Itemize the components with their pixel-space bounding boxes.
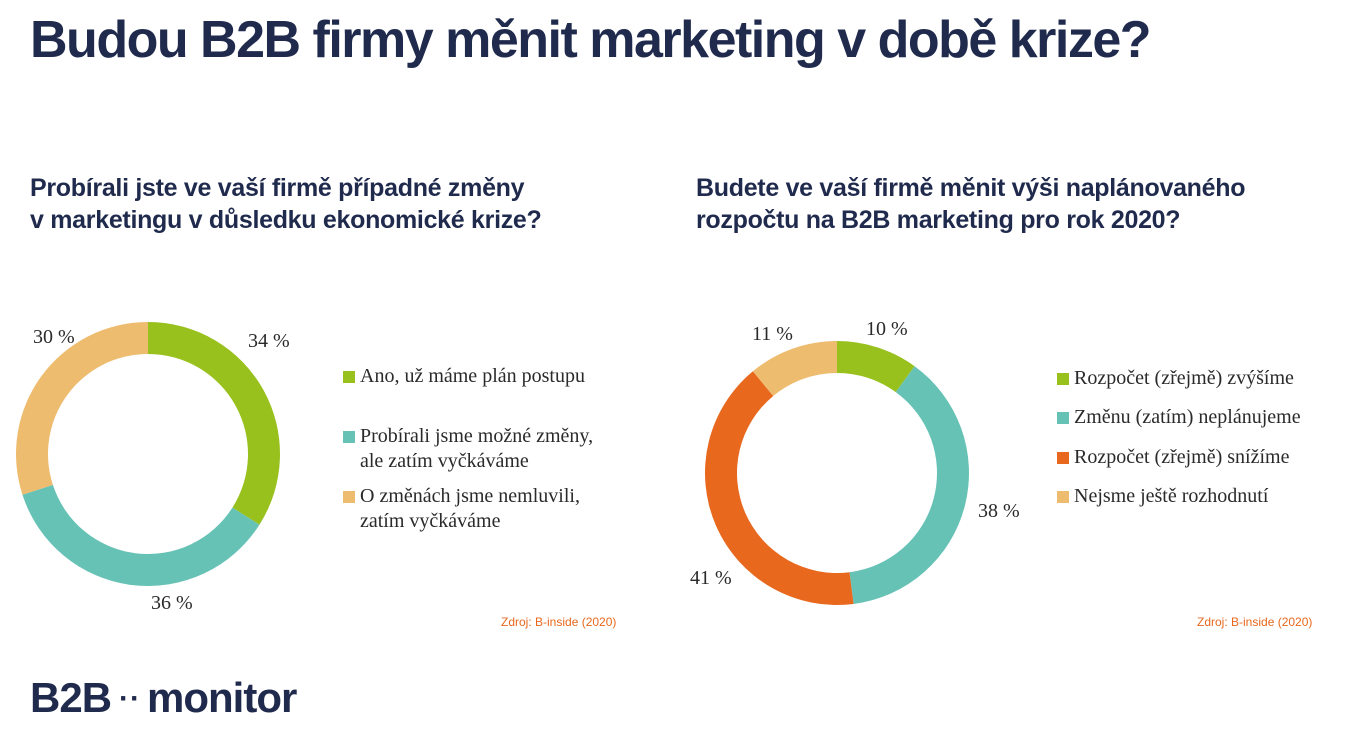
chart-1-legend-swatch-0	[343, 371, 355, 383]
chart-2-legend-item-3: Nejsme ještě rozhodnutí	[1057, 484, 1268, 509]
chart-2-legend-swatch-3	[1057, 491, 1069, 503]
chart-1-legend-label-2-line-1: O změnách jsme nemluvili,	[360, 485, 580, 507]
chart-1-value-label-0: 34 %	[248, 330, 290, 352]
chart-2-value-label-2: 41 %	[690, 567, 732, 589]
chart-1-question-line-1: Probírali jste ve vaší firmě případné zm…	[30, 174, 525, 202]
chart-1-legend-swatch-1	[343, 431, 355, 443]
chart-2-legend-swatch-1	[1057, 412, 1069, 424]
chart-2-value-label-3: 11 %	[752, 323, 793, 345]
logo-left: B2B	[30, 674, 112, 721]
chart-2-legend-swatch-0	[1057, 373, 1069, 385]
logo-dots: ··	[119, 682, 142, 715]
chart-1-slice-0	[148, 322, 280, 525]
chart-1-legend-swatch-2	[343, 491, 355, 503]
chart-1-question: Probírali jste ve vaší firmě případné zm…	[30, 172, 542, 236]
chart-2-legend-label-3: Nejsme ještě rozhodnutí	[1074, 485, 1269, 507]
chart-1-legend-label-2-line-2: zatím vyčkáváme	[360, 510, 501, 532]
chart-1-legend-item-2: O změnách jsme nemluvili, zatím vyčkávám…	[343, 484, 580, 534]
chart-2-legend-label-1: Změnu (zatím) neplánujeme	[1074, 406, 1301, 428]
chart-2-donut	[704, 341, 969, 605]
chart-2-question: Budete ve vaší firmě měnit výši naplánov…	[696, 172, 1246, 236]
chart-1-donut	[15, 322, 280, 586]
chart-2-slice-1	[849, 366, 969, 604]
chart-2-value-label-1: 38 %	[978, 500, 1020, 522]
chart-2-source: Zdroj: B-inside (2020)	[1197, 615, 1313, 629]
chart-1-source: Zdroj: B-inside (2020)	[501, 615, 617, 629]
logo-right: monitor	[147, 674, 297, 721]
chart-2-slice-0	[837, 341, 915, 393]
chart-1-value-label-2: 30 %	[33, 326, 75, 348]
chart-2-slice-2	[704, 371, 854, 605]
chart-2-slice-3	[752, 341, 837, 396]
chart-1-legend-label-1-line-2: ale zatím vyčkáváme	[360, 450, 529, 472]
chart-1-legend-label-1-line-1: Probírali jsme možné změny,	[360, 425, 594, 447]
chart-1-slice-2	[15, 322, 149, 495]
chart-2-question-line-1: Budete ve vaší firmě měnit výši naplánov…	[696, 174, 1246, 202]
chart-1-legend-item-0: Ano, už máme plán postupu	[343, 364, 585, 389]
chart-2-legend-label-2: Rozpočet (zřejmě) snížíme	[1074, 446, 1290, 468]
chart-2-legend-item-0: Rozpočet (zřejmě) zvýšíme	[1057, 366, 1294, 391]
chart-2-legend-item-2: Rozpočet (zřejmě) snížíme	[1057, 445, 1289, 470]
chart-2-legend-swatch-2	[1057, 452, 1069, 464]
chart-2-legend-label-0: Rozpočet (zřejmě) zvýšíme	[1074, 367, 1294, 389]
chart-1-slice-1	[22, 484, 260, 586]
chart-1-value-label-1: 36 %	[151, 592, 193, 614]
b2b-monitor-logo: B2B ·· monitor	[30, 674, 297, 722]
chart-1-legend-label-0-line-1: Ano, už máme plán postupu	[360, 365, 585, 387]
chart-2-question-line-2: rozpočtu na B2B marketing pro rok 2020?	[696, 206, 1181, 234]
chart-2-legend-item-1: Změnu (zatím) neplánujeme	[1057, 405, 1301, 430]
chart-2-value-label-0: 10 %	[866, 318, 908, 340]
page-title: Budou B2B firmy měnit marketing v době k…	[30, 11, 1152, 69]
chart-1-legend-item-1: Probírali jsme možné změny, ale zatím vy…	[343, 424, 593, 474]
chart-1-question-line-2: v marketingu v důsledku ekonomické krize…	[30, 206, 542, 234]
